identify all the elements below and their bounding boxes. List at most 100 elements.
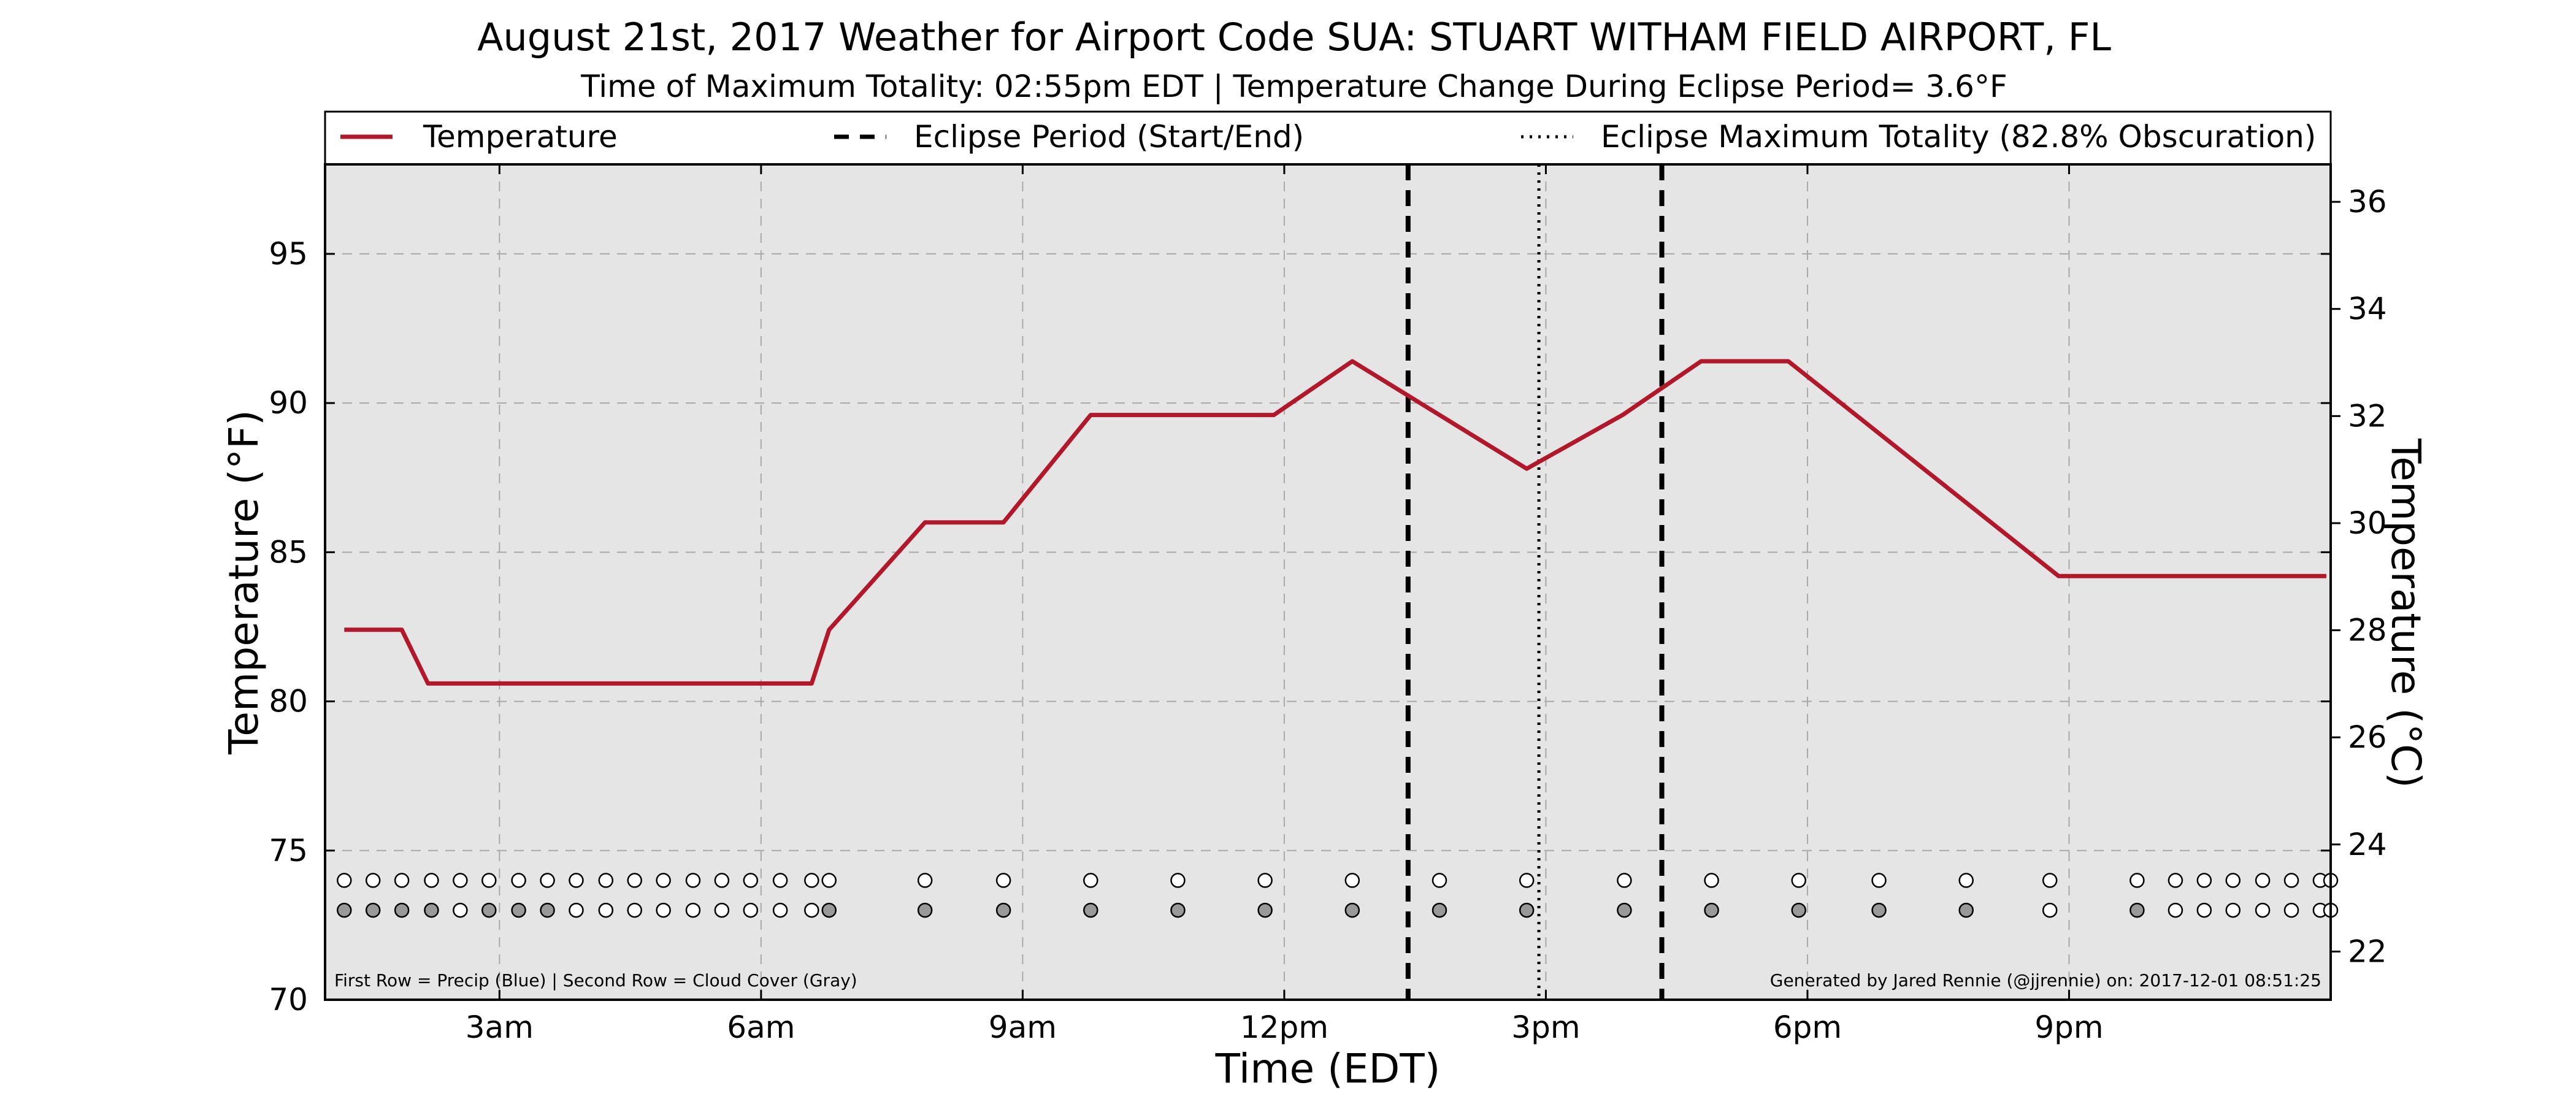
x-tick-label: 9am bbox=[989, 1010, 1057, 1045]
precip-marker bbox=[627, 873, 642, 888]
eclipse-markers bbox=[1405, 164, 1665, 1000]
y-tick-label-right: 22 bbox=[2348, 933, 2387, 969]
precip-marker bbox=[1791, 873, 1806, 888]
legend-eclipse-period-label: Eclipse Period (Start/End) bbox=[914, 119, 1304, 155]
y-tick-label-right: 32 bbox=[2348, 398, 2387, 434]
legend-eclipse-max-label: Eclipse Maximum Totality (82.8% Obscurat… bbox=[1601, 119, 2316, 155]
y-tick-label-left: 85 bbox=[269, 534, 308, 570]
cloud-cover-marker bbox=[1083, 902, 1098, 918]
precip-marker bbox=[1170, 873, 1186, 888]
axes: 70 75 80 85 90 95 3am 6am 9am 12pm 3pm 6pm 9pm 22 24 26… bbox=[269, 164, 2387, 1045]
precip-marker bbox=[481, 873, 497, 888]
cloud-cover-marker bbox=[1257, 902, 1273, 918]
precip-marker bbox=[2042, 873, 2058, 888]
cloud-cover-marker bbox=[804, 902, 819, 918]
legend-temperature-label: Temperature bbox=[423, 119, 618, 155]
cloud-cover-marker bbox=[1170, 902, 1186, 918]
precip-marker bbox=[714, 873, 730, 888]
precip-marker bbox=[821, 873, 837, 888]
precip-marker bbox=[656, 873, 671, 888]
cloud-cover-marker bbox=[453, 902, 468, 918]
precip-marker bbox=[598, 873, 614, 888]
precip-marker bbox=[1083, 873, 1098, 888]
precip-marker bbox=[453, 873, 468, 888]
precip-marker bbox=[1871, 873, 1887, 888]
x-tick-label: 9pm bbox=[2034, 1010, 2103, 1045]
precip-marker bbox=[2129, 873, 2145, 888]
footnote-left: First Row = Precip (Blue) | Second Row =… bbox=[334, 970, 857, 991]
cloud-cover-marker bbox=[569, 902, 584, 918]
x-tick-label: 3am bbox=[466, 1010, 534, 1045]
precip-marker bbox=[424, 873, 439, 888]
y-tick-label-right: 34 bbox=[2348, 291, 2387, 327]
cloud-cover-marker bbox=[511, 902, 526, 918]
precip-marker bbox=[772, 873, 788, 888]
plot-area bbox=[325, 164, 2331, 1000]
precip-marker bbox=[2225, 873, 2241, 888]
cloud-cover-marker bbox=[1344, 902, 1360, 918]
y-tick-label-right: 30 bbox=[2348, 505, 2387, 541]
precip-marker bbox=[2196, 873, 2212, 888]
cloud-cover-marker bbox=[337, 902, 352, 918]
y-tick-label-left: 95 bbox=[269, 236, 308, 272]
temperature-line bbox=[344, 359, 2326, 686]
x-axis-label: Time (EDT) bbox=[1215, 1045, 1441, 1092]
cloud-cover-marker bbox=[2168, 902, 2183, 918]
cloud-cover-marker bbox=[1958, 902, 1974, 918]
precip-marker bbox=[1617, 873, 1632, 888]
precip-marker bbox=[511, 873, 526, 888]
legend-frame bbox=[324, 110, 2332, 166]
chart-subtitle: Time of Maximum Totality: 02:55pm EDT | … bbox=[580, 69, 2007, 104]
cloud-cover-marker bbox=[1704, 902, 1719, 918]
y-tick-label-right: 24 bbox=[2348, 827, 2387, 862]
y-tick-label-left: 75 bbox=[269, 833, 308, 868]
cloud-cover-marker bbox=[394, 902, 410, 918]
cloud-cover-marker bbox=[2196, 902, 2212, 918]
cloud-cover-marker bbox=[1791, 902, 1806, 918]
precip-marker bbox=[337, 873, 352, 888]
precip-marker bbox=[394, 873, 410, 888]
cloud-cover-marker bbox=[772, 902, 788, 918]
grid-lines bbox=[325, 164, 2331, 1000]
temperature-series bbox=[344, 359, 2326, 686]
cloud-cover-marker bbox=[714, 902, 730, 918]
cloud-cover-marker bbox=[2042, 902, 2058, 918]
footnote-right: Generated by Jared Rennie (@jjrennie) on… bbox=[1770, 970, 2321, 991]
cloud-cover-marker bbox=[365, 902, 381, 918]
precip-marker bbox=[540, 873, 555, 888]
cloud-cover-marker bbox=[821, 902, 837, 918]
cloud-cover-marker bbox=[1519, 902, 1535, 918]
precip-marker bbox=[1704, 873, 1719, 888]
y-tick-label-left: 70 bbox=[269, 982, 308, 1018]
precip-marker bbox=[569, 873, 584, 888]
y-axis-label-right: Temperature (°C) bbox=[2382, 438, 2429, 788]
precip-marker bbox=[743, 873, 759, 888]
plot-frame bbox=[324, 163, 2332, 1001]
precip-marker bbox=[917, 873, 933, 888]
precip-marker bbox=[365, 873, 381, 888]
cloud-cover-marker bbox=[627, 902, 642, 918]
cloud-cover-marker bbox=[1432, 902, 1447, 918]
cloud-cover-marker bbox=[540, 902, 555, 918]
precip-marker bbox=[804, 873, 819, 888]
y-tick-label-left: 80 bbox=[269, 684, 308, 719]
legend: Temperature Eclipse Period (Start/End) E… bbox=[324, 110, 2332, 166]
x-tick-label: 3pm bbox=[1511, 1010, 1580, 1045]
precip-marker bbox=[2255, 873, 2271, 888]
cloud-cover-marker bbox=[917, 902, 933, 918]
precip-marker bbox=[1344, 873, 1360, 888]
cloud-cover-marker bbox=[2129, 902, 2145, 918]
y-axis-label-left: Temperature (°F) bbox=[220, 410, 267, 755]
y-tick-label-right: 26 bbox=[2348, 719, 2387, 755]
cloud-cover-marker bbox=[656, 902, 671, 918]
precip-marker bbox=[1958, 873, 1974, 888]
precip-marker bbox=[685, 873, 701, 888]
cloud-cover-marker bbox=[685, 902, 701, 918]
cloud-cover-marker bbox=[2225, 902, 2241, 918]
x-tick-label: 6am bbox=[727, 1010, 795, 1045]
y-tick-label-right: 36 bbox=[2348, 184, 2387, 220]
cloud-cover-marker bbox=[1617, 902, 1632, 918]
cloud-cover-marker bbox=[481, 902, 497, 918]
cloud-cover-marker bbox=[424, 902, 439, 918]
x-tick-label: 6pm bbox=[1773, 1010, 1842, 1045]
